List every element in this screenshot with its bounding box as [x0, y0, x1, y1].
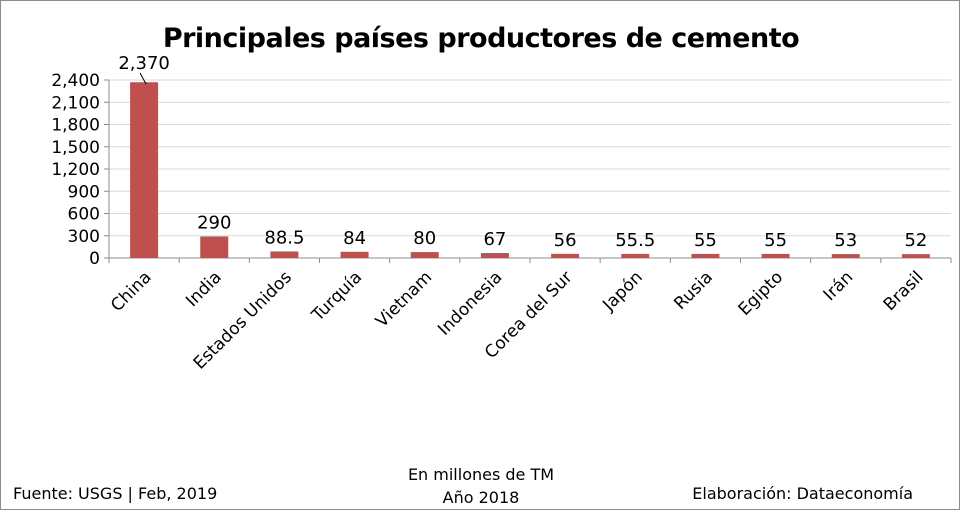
data-label: 55 [764, 230, 787, 251]
y-tick-label: 300 [68, 227, 100, 247]
bar [340, 251, 369, 258]
data-label: 67 [483, 229, 506, 250]
category-label: Japón [598, 267, 646, 315]
chart-title: Principales países productores de cement… [162, 23, 800, 54]
category-label: Brasil [880, 267, 928, 315]
credit-note: Elaboración: Dataeconomía [692, 484, 913, 503]
y-tick-label: 900 [68, 182, 100, 202]
y-tick-label: 0 [89, 249, 100, 269]
bar [901, 254, 930, 258]
data-label: 2,370 [118, 53, 170, 74]
bar [761, 253, 790, 258]
category-label: Turquía [307, 267, 366, 326]
category-label: Indonesia [434, 267, 506, 339]
category-label: China [107, 267, 155, 315]
category-label: Rusia [670, 267, 717, 314]
y-tick-label: 2,100 [51, 93, 100, 113]
source-note: Fuente: USGS | Feb, 2019 [13, 484, 218, 503]
data-label: 52 [904, 230, 927, 251]
bar [691, 253, 720, 258]
data-label: 290 [197, 212, 231, 233]
data-label: 80 [413, 228, 436, 249]
category-label: Vietnam [372, 267, 436, 331]
bar [200, 236, 229, 258]
bar [130, 82, 159, 258]
units-note: En millones de TM Año 2018 [1, 463, 960, 509]
bar [410, 252, 439, 258]
data-label: 56 [554, 230, 577, 251]
bar [480, 253, 509, 258]
y-tick-label: 1,500 [51, 138, 100, 158]
y-tick-label: 1,800 [51, 116, 100, 136]
data-label: 55.5 [615, 230, 655, 251]
category-label: India [182, 267, 226, 311]
bar [551, 253, 580, 258]
y-tick-label: 1,200 [51, 160, 100, 180]
data-label: 53 [834, 230, 857, 251]
data-label: 55 [694, 230, 717, 251]
data-label: 84 [343, 228, 366, 249]
data-label: 88.5 [264, 227, 304, 248]
leader-line [139, 72, 147, 85]
units-line-2: Año 2018 [442, 488, 520, 507]
bar [621, 253, 650, 258]
bar [831, 254, 860, 258]
y-tick-label: 600 [68, 205, 100, 225]
category-label: Egipto [735, 267, 787, 319]
y-tick-label: 2,400 [51, 71, 100, 91]
bar [270, 251, 299, 258]
units-line-1: En millones de TM [407, 465, 555, 484]
category-label: Irán [820, 267, 858, 305]
